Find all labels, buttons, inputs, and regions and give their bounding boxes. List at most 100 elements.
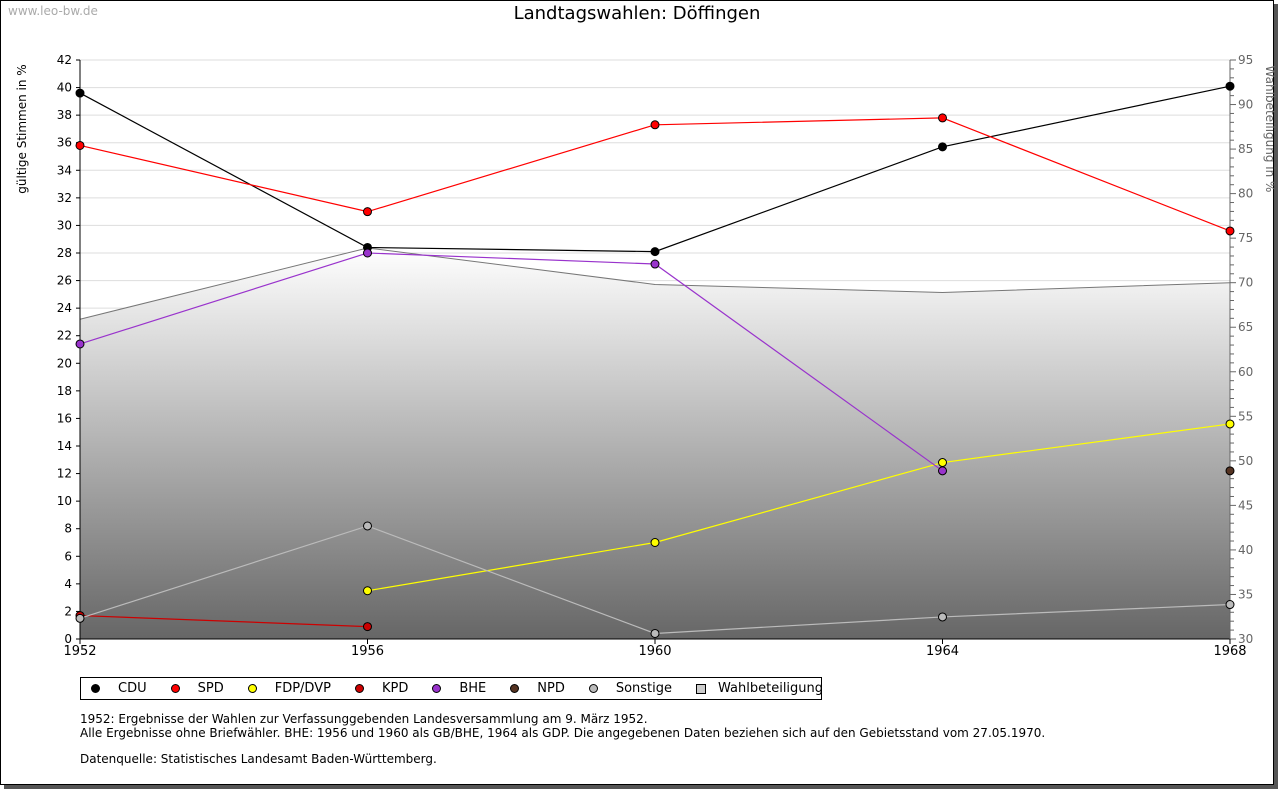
legend-label: KPD	[381, 681, 409, 696]
y2-tick-label: 50	[1238, 454, 1253, 468]
y-tick-label: 8	[64, 522, 72, 536]
series-line-FDP/DVP	[367, 423, 1231, 592]
data-point-CDU	[75, 88, 85, 98]
y-tick-label: 10	[57, 494, 72, 508]
x-tick-label: 1952	[63, 644, 96, 659]
legend-label: SPD	[197, 681, 224, 696]
series-line-CDU	[79, 85, 1231, 253]
legend: CDU SPD FDP/DVP KPD BHE NPD Sonstige Wahlbeteil…	[80, 677, 823, 700]
legend-marker-icon	[354, 684, 364, 693]
x-tick-label: 1956	[351, 644, 384, 659]
y-tick-label: 34	[57, 163, 72, 177]
legend-marker-icon	[432, 684, 442, 693]
chart-title: Landtagswahlen: Döffingen	[513, 3, 761, 24]
legend-marker-icon	[247, 684, 257, 693]
y2-tick-label: 75	[1238, 231, 1253, 245]
legend-label: Wahlbeteiligung	[718, 681, 824, 696]
y-tick-label: 22	[57, 329, 72, 343]
y-tick-label: 6	[64, 549, 72, 563]
legend-item: KPD	[354, 681, 409, 696]
legend-item: CDU	[91, 681, 147, 696]
y2-tick-label: 45	[1238, 498, 1253, 512]
y-tick-label: 42	[57, 53, 72, 67]
data-point-BHE	[363, 248, 372, 258]
data-point-FDP/DVP	[938, 458, 947, 468]
legend-marker-icon	[91, 684, 100, 693]
data-point-BHE	[650, 259, 660, 269]
y-tick-label: 24	[57, 301, 72, 315]
y-axis-label: gültige Stimmen in %	[15, 64, 29, 194]
y-tick-label: 26	[57, 274, 72, 288]
data-point-CDU	[650, 247, 660, 257]
note-2: Alle Ergebnisse ohne Briefwähler. BHE: 1…	[80, 726, 1046, 740]
data-point-FDP/DVP	[650, 538, 660, 547]
watermark: www.leo-bw.de	[8, 4, 98, 18]
y2-tick-label: 65	[1238, 320, 1253, 334]
legend-marker-icon	[588, 684, 598, 693]
data-point-Sonstige	[938, 612, 947, 622]
y-tick-label: 28	[57, 246, 72, 260]
legend-label: BHE	[459, 681, 487, 696]
data-point-FDP/DVP	[1225, 419, 1235, 429]
data-point-KPD	[363, 622, 372, 632]
y-tick-label: 40	[57, 81, 72, 95]
y2-tick-label: 85	[1238, 142, 1253, 156]
series-line-BHE	[79, 252, 943, 472]
x-tick-label: 1964	[926, 644, 959, 659]
legend-marker-icon	[170, 684, 180, 693]
y2-tick-label: 90	[1238, 98, 1253, 112]
y2-tick-label: 70	[1238, 276, 1253, 290]
series-line-KPD	[79, 614, 368, 628]
y-tick-label: 0	[64, 632, 72, 646]
y-tick-label: 4	[64, 577, 72, 591]
y-tick-label: 32	[57, 191, 72, 205]
data-point-BHE	[75, 339, 85, 349]
data-point-SPD	[650, 120, 660, 130]
y2-tick-label: 95	[1238, 53, 1253, 67]
note-3: Datenquelle: Statistisches Landesamt Bad…	[80, 752, 437, 766]
data-point-FDP/DVP	[363, 586, 372, 596]
data-point-BHE	[938, 466, 947, 476]
legend-item: FDP/DVP	[247, 681, 331, 696]
data-point-SPD	[938, 113, 947, 123]
legend-item: Wahlbeteiligung	[696, 681, 823, 696]
y-tick-label: 30	[57, 218, 72, 232]
y-tick-label: 14	[57, 439, 72, 453]
legend-item: NPD	[510, 681, 565, 696]
legend-item: Sonstige	[588, 681, 673, 696]
data-point-SPD	[1225, 226, 1235, 236]
data-point-CDU	[1225, 81, 1235, 91]
data-point-Sonstige	[1225, 600, 1235, 610]
legend-item: SPD	[170, 681, 224, 696]
legend-label: NPD	[537, 681, 565, 696]
series-line-SPD	[79, 117, 1231, 232]
y2-tick-label: 60	[1238, 365, 1253, 379]
legend-label: FDP/DVP	[274, 681, 331, 696]
legend-label: Sonstige	[615, 681, 673, 696]
x-tick-label: 1960	[638, 644, 671, 659]
y-tick-label: 20	[57, 356, 72, 370]
turnout-area	[80, 247, 1230, 639]
y-tick-label: 16	[57, 411, 72, 425]
data-point-Sonstige	[363, 521, 372, 531]
y-tick-label: 18	[57, 384, 72, 398]
legend-square-icon	[696, 683, 707, 694]
y2-axis-label: Wahlbeteiligung in %	[1263, 65, 1277, 193]
y2-tick-label: 40	[1238, 543, 1253, 557]
y2-tick-label: 55	[1238, 409, 1253, 423]
data-point-CDU	[938, 142, 947, 152]
y-tick-label: 38	[57, 108, 72, 122]
data-point-Sonstige	[75, 613, 85, 623]
y2-tick-label: 35	[1238, 587, 1253, 601]
data-point-SPD	[363, 207, 372, 217]
legend-marker-icon	[510, 684, 520, 693]
data-point-Sonstige	[650, 628, 660, 638]
legend-label: CDU	[118, 681, 147, 696]
y-tick-label: 36	[57, 136, 72, 150]
data-point-SPD	[75, 140, 85, 150]
y-tick-label: 2	[64, 604, 72, 618]
x-tick-label: 1968	[1213, 644, 1246, 659]
y2-tick-label: 80	[1238, 187, 1253, 201]
